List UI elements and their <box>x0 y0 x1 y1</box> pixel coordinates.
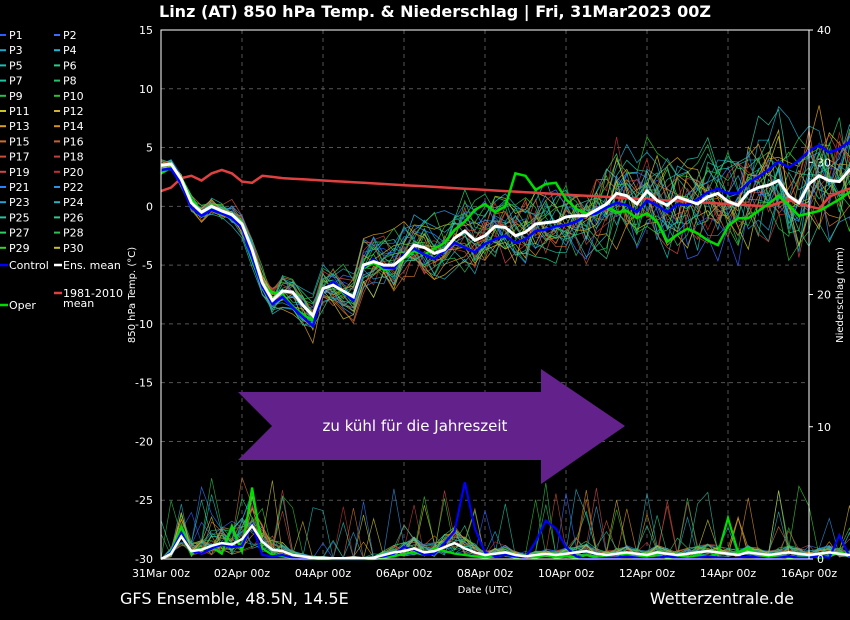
legend-label: P21 <box>9 181 30 194</box>
legend-label: P29 <box>9 242 30 255</box>
legend-label: P10 <box>63 90 84 103</box>
temp-member-line <box>160 131 850 309</box>
legend-label: P6 <box>63 59 77 72</box>
legend-label: P4 <box>63 44 77 57</box>
arrow-body <box>238 369 625 484</box>
legend-label: P17 <box>9 151 30 164</box>
legend-label: P25 <box>9 211 30 224</box>
legend-label: P3 <box>9 44 23 57</box>
legend-label: P14 <box>63 120 84 133</box>
legend-control-label: Control <box>9 259 49 272</box>
right-axis-ticks: 40 30 20 10 0 <box>809 24 831 566</box>
y-tick-right: 20 <box>817 289 831 302</box>
legend: P1 P2 P3 P4 P5 P6 P7 P8 P9 P10 P11 P12 P13 P14 P15 P16 P… <box>0 29 123 312</box>
temp-member-line <box>160 152 850 328</box>
legend-label: P8 <box>63 75 77 88</box>
footer-right: Wetterzentrale.de <box>650 589 794 608</box>
x-tick: 06Apr 00z <box>376 567 433 580</box>
x-tick: 04Apr 00z <box>295 567 352 580</box>
legend-label: P5 <box>9 59 23 72</box>
legend-label: P13 <box>9 120 30 133</box>
legend-label: P19 <box>9 166 30 179</box>
y-axis-label-left: 850 hPa Temp. (°C) <box>127 247 138 343</box>
temp-oper-line <box>160 165 850 323</box>
y-tick-left: -25 <box>135 494 153 507</box>
legend-label: P30 <box>63 242 84 255</box>
precip-ens-mean-line <box>160 523 850 561</box>
legend-label: P26 <box>63 211 84 224</box>
main-series-lines <box>160 140 850 561</box>
legend-label: P1 <box>9 29 23 42</box>
legend-climate-label-2: mean <box>63 297 94 310</box>
legend-climate-label: 1981-2010 <box>63 287 123 300</box>
legend-label: P20 <box>63 166 84 179</box>
legend-label: P12 <box>63 105 84 118</box>
y-tick-left: 0 <box>146 200 153 213</box>
y-axis-label-right: Niederschlag (mm) <box>835 247 846 343</box>
y-tick-left: -15 <box>135 377 153 390</box>
y-tick-right: 30 <box>817 156 831 169</box>
y-tick-left: -10 <box>135 318 153 331</box>
legend-label: P15 <box>9 135 30 148</box>
y-tick-right: 0 <box>817 553 824 566</box>
temp-member-line <box>160 164 850 318</box>
left-axis-ticks: 15 10 5 0 -5 -10 -15 -20 -25 -30 <box>135 24 153 566</box>
x-tick: 10Apr 00z <box>538 567 595 580</box>
annotation-arrow: zu kühl für die Jahreszeit <box>238 369 625 484</box>
y-tick-left: 5 <box>146 142 153 155</box>
legend-label: P28 <box>63 227 84 240</box>
x-axis-ticks: 31Mar 00z 02Apr 00z 04Apr 00z 06Apr 00z 08Ap… <box>132 567 837 580</box>
x-tick: 14Apr 00z <box>700 567 757 580</box>
legend-label: P7 <box>9 75 23 88</box>
y-tick-right: 10 <box>817 421 831 434</box>
legend-oper-label: Oper <box>9 299 36 312</box>
x-tick: 02Apr 00z <box>214 567 271 580</box>
temp-control-line <box>160 140 850 329</box>
x-tick: 16Apr 00z <box>781 567 838 580</box>
temp-member-line <box>160 131 850 314</box>
legend-label: P27 <box>9 227 30 240</box>
legend-label: P24 <box>63 196 84 209</box>
legend-label: P23 <box>9 196 30 209</box>
y-tick-left: -5 <box>142 259 153 272</box>
legend-label: P18 <box>63 151 84 164</box>
y-tick-left: 15 <box>139 24 153 37</box>
legend-label: P11 <box>9 105 30 118</box>
y-tick-left: 10 <box>139 83 153 96</box>
chart-title: Linz (AT) 850 hPa Temp. & Niederschlag |… <box>159 2 711 22</box>
legend-label: P2 <box>63 29 77 42</box>
y-tick-left: -30 <box>135 553 153 566</box>
footer-left: GFS Ensemble, 48.5N, 14.5E <box>120 589 349 608</box>
legend-ens-mean-label: Ens. mean <box>63 259 121 272</box>
y-tick-right: 40 <box>817 24 831 37</box>
legend-label: P22 <box>63 181 84 194</box>
legend-label: P9 <box>9 90 23 103</box>
y-tick-left: -20 <box>135 435 153 448</box>
annotation-text: zu kühl für die Jahreszeit <box>323 417 508 435</box>
x-tick: 12Apr 00z <box>619 567 676 580</box>
precip-control-line <box>160 482 850 561</box>
x-tick: 31Mar 00z <box>132 567 190 580</box>
legend-label: P16 <box>63 135 84 148</box>
x-axis-label: Date (UTC) <box>458 585 513 596</box>
temp-ens-mean-line <box>160 162 850 319</box>
x-tick: 08Apr 00z <box>457 567 514 580</box>
